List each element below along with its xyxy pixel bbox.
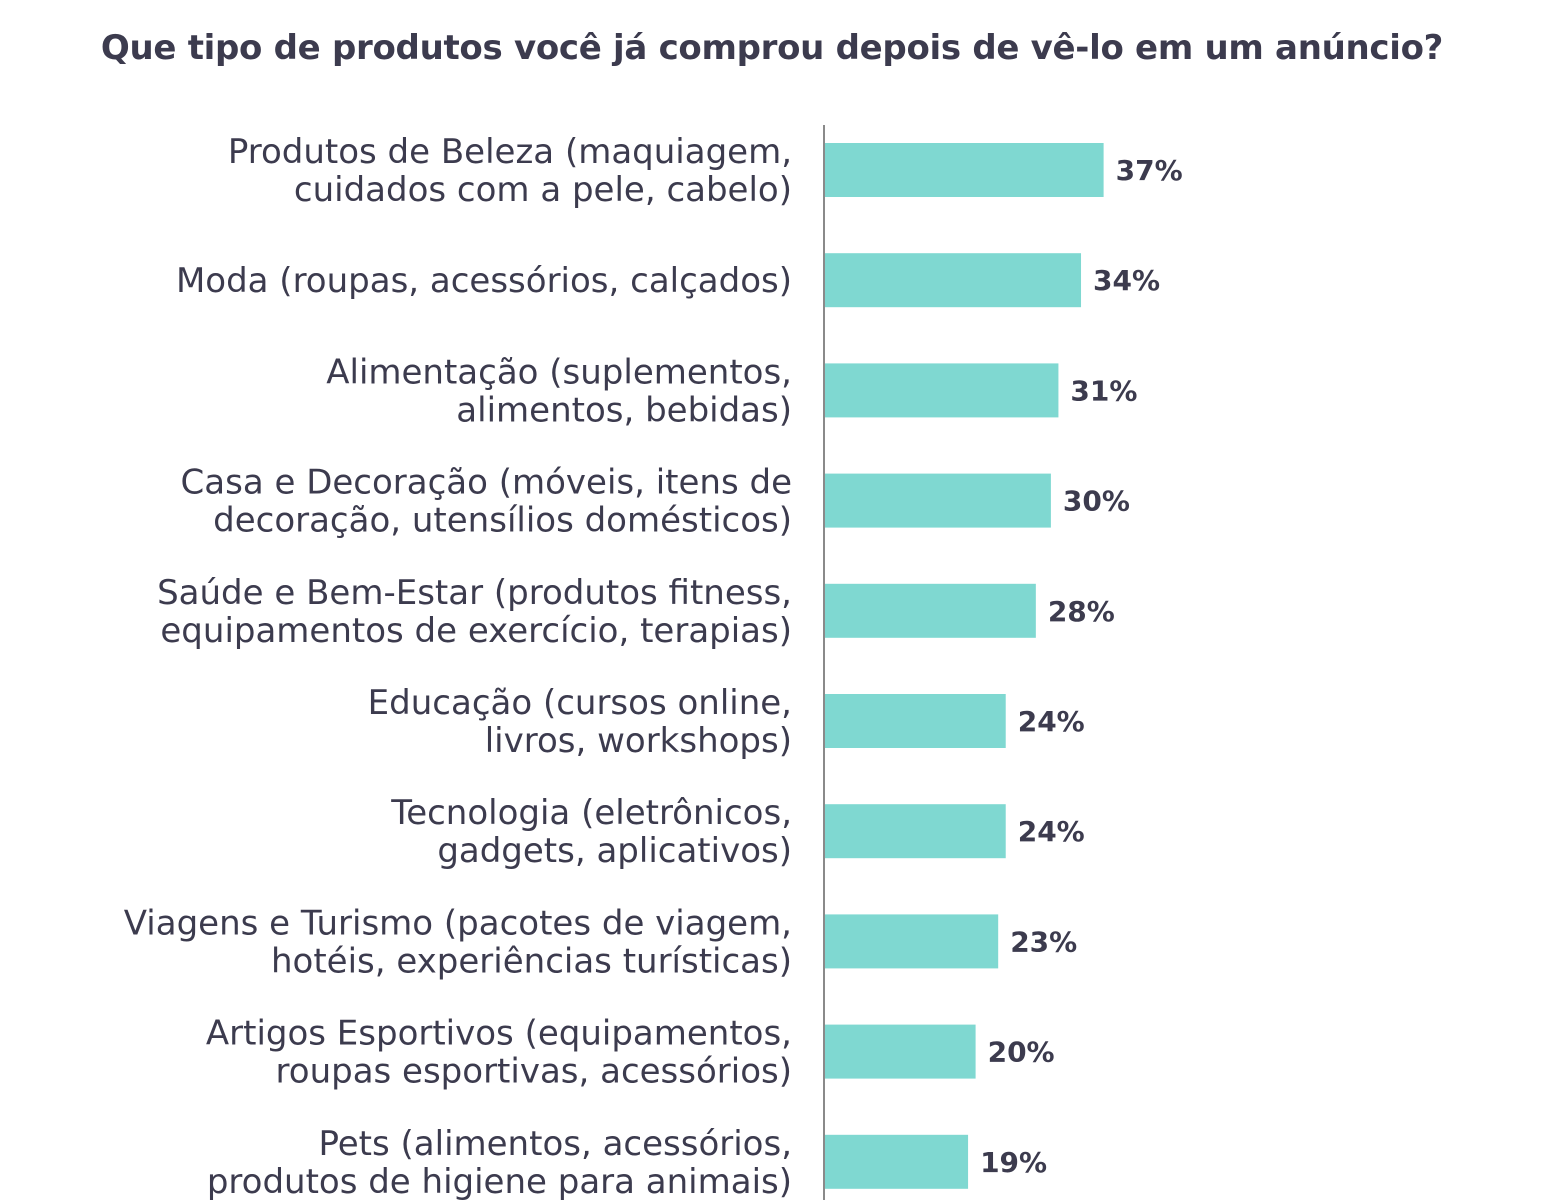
- category-label: Pets (alimentos, acessórios,: [318, 1124, 792, 1164]
- category-label: Casa e Decoração (móveis, itens de: [181, 463, 792, 503]
- bar-value-label: 30%: [1063, 485, 1130, 518]
- category-label: Tecnologia (eletrônicos,: [390, 793, 792, 833]
- category-label: gadgets, aplicativos): [437, 831, 792, 871]
- category-label: equipamentos de exercício, terapias): [160, 611, 792, 651]
- bar-value-label: 31%: [1070, 374, 1137, 407]
- bar-9: [825, 1024, 976, 1079]
- category-label: roupas esportivas, acessórios): [276, 1052, 792, 1092]
- bar-value-label: 24%: [1018, 705, 1085, 738]
- bar-value-label: 23%: [1010, 925, 1077, 958]
- bar-10: [825, 1134, 969, 1189]
- category-label: Viagens e Turismo (pacotes de viagem,: [124, 903, 792, 943]
- category-label: Produtos de Beleza (maquiagem,: [228, 132, 792, 172]
- category-label: Artigos Esportivos (equipamentos,: [206, 1014, 792, 1054]
- bar-7: [825, 804, 1006, 859]
- category-label: decoração, utensílios domésticos): [213, 501, 792, 541]
- bar-3: [825, 363, 1059, 418]
- category-label: produtos de higiene para animais): [207, 1162, 792, 1202]
- bar-value-label: 28%: [1048, 595, 1115, 628]
- bar-value-label: 37%: [1116, 154, 1183, 187]
- bar-value-label: 19%: [980, 1146, 1047, 1179]
- bar-4: [825, 473, 1051, 528]
- bar-1: [825, 143, 1104, 197]
- category-label: Alimentação (suplementos,: [326, 352, 792, 392]
- category-label: livros, workshops): [485, 721, 792, 761]
- category-label: alimentos, bebidas): [456, 390, 792, 430]
- bar-8: [825, 914, 999, 969]
- bar-value-label: 24%: [1018, 815, 1085, 848]
- bar-6: [825, 694, 1006, 748]
- bar-5: [825, 583, 1036, 638]
- bar-value-label: 34%: [1093, 264, 1160, 297]
- bar-value-label: 20%: [988, 1036, 1055, 1069]
- chart-title: Que tipo de produtos você já comprou dep…: [100, 28, 1444, 68]
- category-label: Educação (cursos online,: [368, 683, 792, 723]
- bar-2: [825, 253, 1082, 308]
- bars-group: 37% Produtos de Beleza (maquiagem,cuidado…: [124, 132, 1183, 1202]
- category-label: Moda (roupas, acessórios, calçados): [176, 261, 792, 301]
- category-label: cuidados com a pele, cabelo): [294, 170, 792, 210]
- category-label: Saúde e Bem-Estar (produtos fitness,: [157, 573, 792, 613]
- category-label: hotéis, experiências turísticas): [271, 941, 792, 981]
